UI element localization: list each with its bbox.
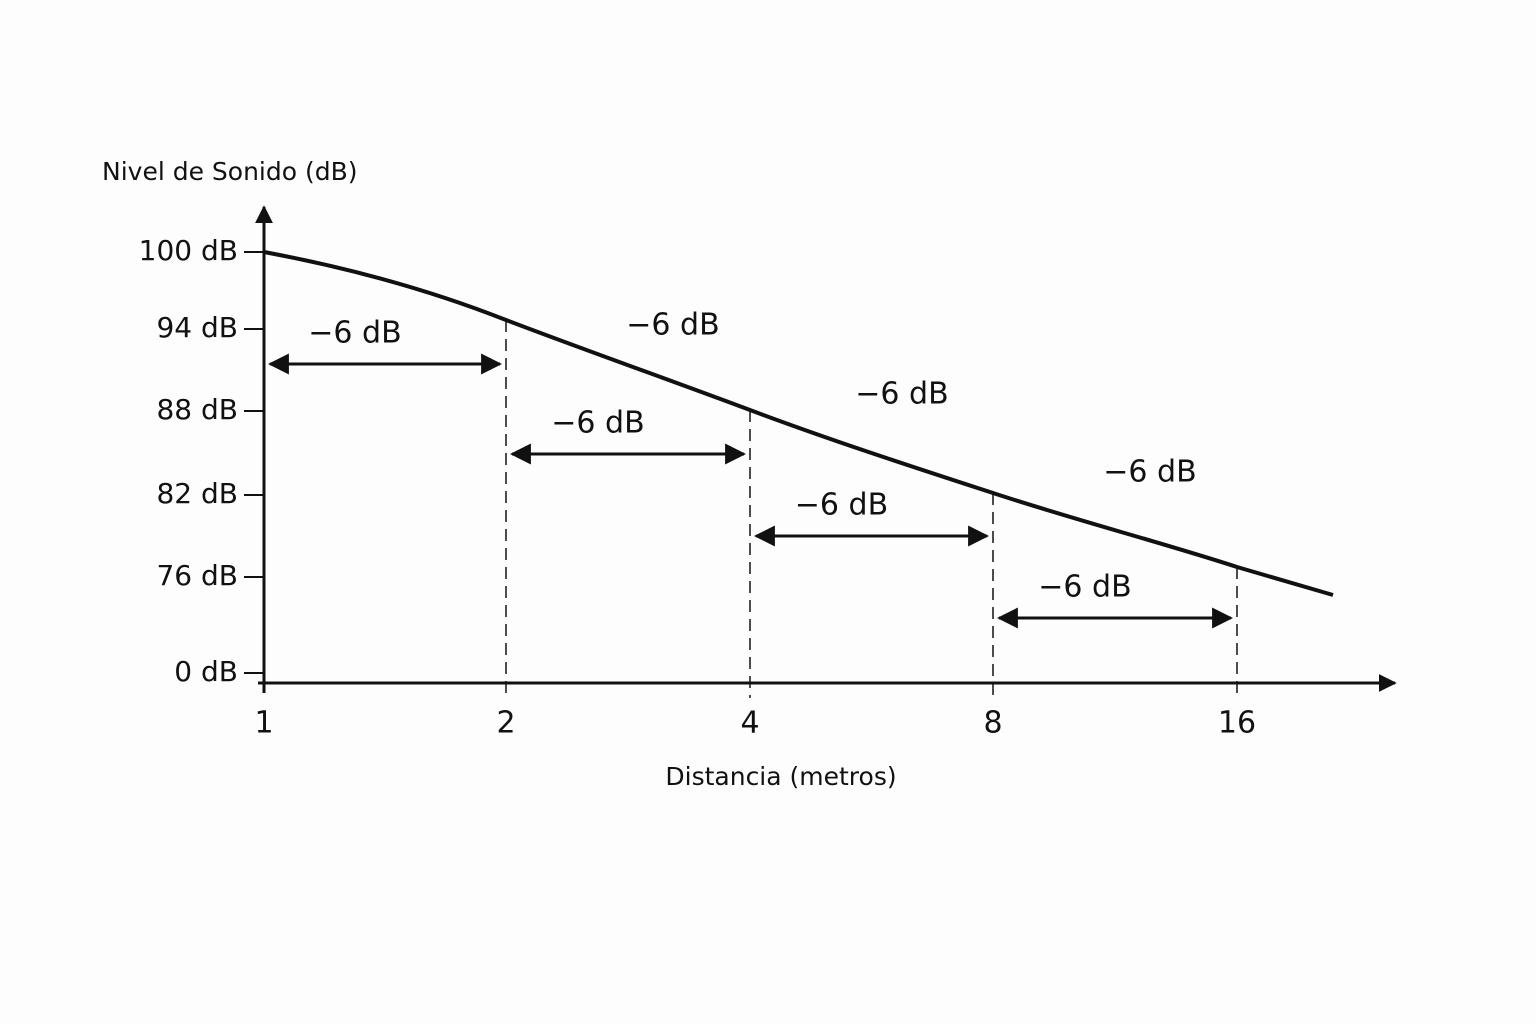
interval-label: −6 dB <box>308 316 401 351</box>
x-tick-label: 2 <box>496 706 515 741</box>
x-tick-label: 8 <box>983 706 1002 741</box>
y-tick-label: 88 dB <box>156 393 238 426</box>
interval-label: −6 dB <box>551 406 644 441</box>
x-tick-label: 4 <box>740 706 759 741</box>
decay-curve <box>263 250 1334 597</box>
interval-label: −6 dB <box>1038 570 1131 605</box>
x-tick-label: 16 <box>1218 706 1256 741</box>
curve-label: −6 dB <box>626 308 719 343</box>
y-axis-title: Nivel de Sonido (dB) <box>102 157 358 186</box>
y-tick-label: 82 dB <box>156 477 238 510</box>
y-tick-label: 76 dB <box>156 559 238 592</box>
curve-label: −6 dB <box>855 377 948 412</box>
y-tick-label: 100 dB <box>139 234 238 267</box>
interval-label: −6 dB <box>795 488 888 523</box>
y-tick-label: 0 dB <box>174 655 238 688</box>
x-axis-title: Distancia (metros) <box>665 762 896 791</box>
x-tick-label: 1 <box>254 706 273 741</box>
curve-label: −6 dB <box>1103 455 1196 490</box>
y-tick-label: 94 dB <box>156 311 238 344</box>
